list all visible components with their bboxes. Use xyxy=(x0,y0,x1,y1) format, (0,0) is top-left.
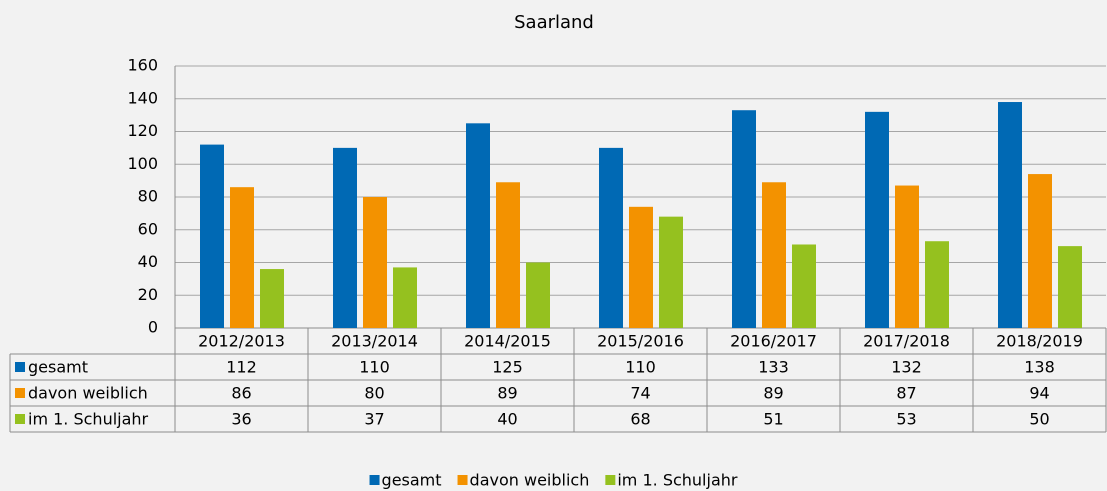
table-cell: 51 xyxy=(763,410,783,429)
bar xyxy=(792,244,816,328)
bar xyxy=(599,147,623,328)
y-tick-label: 140 xyxy=(127,88,158,107)
table-cell: 138 xyxy=(1024,358,1055,377)
bar xyxy=(895,185,919,328)
table-cell: 50 xyxy=(1029,410,1049,429)
bar xyxy=(732,110,756,329)
bar xyxy=(762,182,786,328)
legend-key xyxy=(369,475,380,485)
bar xyxy=(260,269,284,328)
y-tick-label: 120 xyxy=(127,121,158,140)
bar xyxy=(526,262,550,328)
bar xyxy=(333,147,357,328)
table-legend-key xyxy=(15,362,25,372)
bar xyxy=(865,111,889,328)
x-tick-label: 2013/2014 xyxy=(331,332,418,351)
table-legend-key xyxy=(15,388,25,398)
table-cell: 89 xyxy=(763,384,783,403)
table-cell: 74 xyxy=(630,384,650,403)
table-cell: 133 xyxy=(758,358,789,377)
legend-key xyxy=(605,475,616,485)
bar xyxy=(925,241,949,328)
table-cell: 36 xyxy=(231,410,251,429)
y-tick-label: 0 xyxy=(148,318,158,337)
table-row-label: gesamt xyxy=(28,358,88,377)
bar xyxy=(393,267,417,328)
table-cell: 86 xyxy=(231,384,251,403)
table-cell: 110 xyxy=(359,358,390,377)
x-tick-label: 2016/2017 xyxy=(730,332,817,351)
bar xyxy=(998,102,1022,329)
bar xyxy=(496,182,520,328)
y-tick-label: 20 xyxy=(138,285,158,304)
legend-label: gesamt xyxy=(382,471,442,490)
chart-title: Saarland xyxy=(514,12,594,33)
bar xyxy=(1058,246,1082,328)
table-cell: 68 xyxy=(630,410,650,429)
legend-key xyxy=(457,475,468,485)
table-cell: 110 xyxy=(625,358,656,377)
table-cell: 37 xyxy=(364,410,384,429)
x-tick-label: 2015/2016 xyxy=(597,332,684,351)
x-tick-label: 2014/2015 xyxy=(464,332,551,351)
y-tick-label: 40 xyxy=(138,252,158,271)
table-cell: 89 xyxy=(497,384,517,403)
table-cell: 94 xyxy=(1029,384,1049,403)
bar xyxy=(200,144,224,328)
table-row-label: davon weiblich xyxy=(28,384,148,403)
bar xyxy=(659,216,683,328)
x-tick-label: 2017/2018 xyxy=(863,332,950,351)
table-cell: 87 xyxy=(896,384,916,403)
table-cell: 112 xyxy=(226,358,257,377)
legend-label: im 1. Schuljahr xyxy=(617,471,738,490)
bar xyxy=(629,206,653,328)
y-tick-label: 100 xyxy=(127,154,158,173)
x-tick-label: 2012/2013 xyxy=(198,332,285,351)
table-cell: 53 xyxy=(896,410,916,429)
legend-label: davon weiblich xyxy=(470,471,590,490)
table-legend-key xyxy=(15,414,25,424)
table-row-label: im 1. Schuljahr xyxy=(28,410,149,429)
bar xyxy=(363,197,387,328)
y-tick-label: 160 xyxy=(127,56,158,75)
bar xyxy=(230,187,254,328)
table-cell: 132 xyxy=(891,358,922,377)
y-tick-label: 80 xyxy=(138,187,158,206)
table-cell: 40 xyxy=(497,410,517,429)
x-tick-label: 2018/2019 xyxy=(996,332,1083,351)
table-cell: 125 xyxy=(492,358,523,377)
y-tick-label: 60 xyxy=(138,219,158,238)
table-cell: 80 xyxy=(364,384,384,403)
bar xyxy=(1028,174,1052,328)
bar xyxy=(466,123,490,328)
